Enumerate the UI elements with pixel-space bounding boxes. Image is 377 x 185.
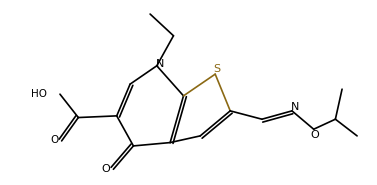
Text: N: N bbox=[291, 102, 299, 112]
Text: O: O bbox=[102, 164, 110, 174]
Text: S: S bbox=[213, 64, 221, 75]
Text: HO: HO bbox=[31, 88, 47, 98]
Text: O: O bbox=[50, 135, 58, 145]
Text: N: N bbox=[156, 59, 164, 69]
Text: O: O bbox=[310, 130, 319, 140]
